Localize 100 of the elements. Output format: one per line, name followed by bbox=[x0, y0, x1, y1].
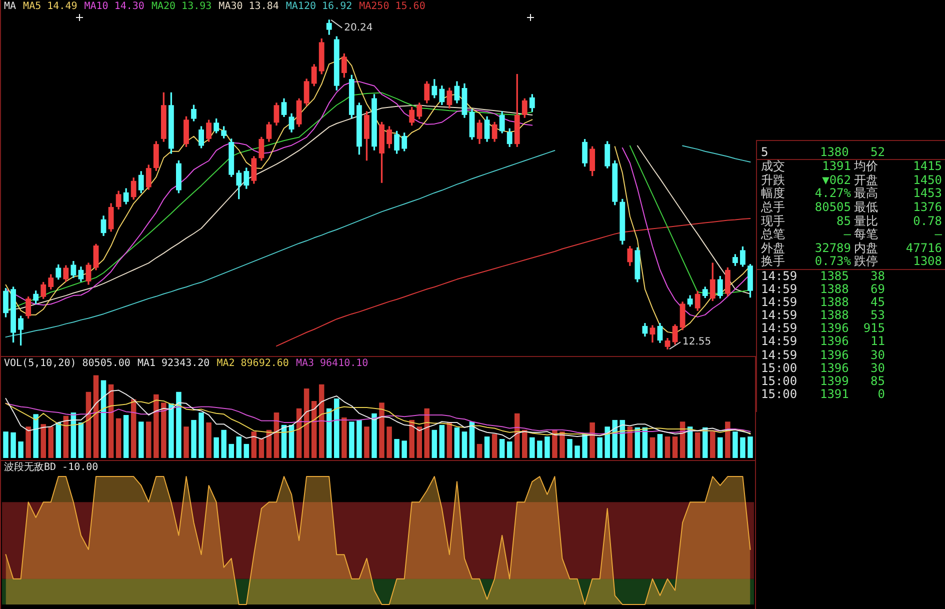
bar bbox=[349, 422, 354, 458]
text: MA30 13.84 bbox=[218, 1, 279, 13]
bar bbox=[251, 432, 257, 458]
chart-title: VOL(5,10,20) 80505.00 bbox=[4, 358, 130, 370]
bar bbox=[446, 422, 452, 458]
bar bbox=[86, 392, 92, 458]
bar bbox=[552, 430, 558, 458]
bar bbox=[146, 422, 152, 458]
bar bbox=[334, 398, 340, 458]
bar bbox=[78, 422, 84, 458]
bar bbox=[386, 426, 392, 458]
bar bbox=[604, 426, 610, 458]
text: 15:00 1399 85 bbox=[761, 374, 885, 388]
bar bbox=[424, 408, 430, 458]
bar bbox=[18, 441, 24, 458]
bar bbox=[214, 437, 219, 458]
bar bbox=[130, 399, 136, 458]
text: 成交 1391 均价 1415 bbox=[761, 159, 942, 174]
bar bbox=[694, 432, 700, 458]
bar bbox=[198, 412, 204, 458]
text: MA3 96410.10 bbox=[296, 358, 368, 370]
text: MA10 14.30 bbox=[84, 1, 144, 13]
bar bbox=[506, 441, 512, 458]
bar bbox=[567, 438, 572, 458]
bar bbox=[582, 434, 588, 458]
text: 换手 0.73% 跌停 1308 bbox=[761, 254, 942, 268]
bar bbox=[311, 400, 317, 458]
bar bbox=[123, 415, 129, 458]
bar bbox=[484, 436, 490, 458]
text: MA2 89692.60 bbox=[216, 358, 289, 370]
text: 14:59 1388 53 bbox=[761, 308, 885, 322]
bar bbox=[372, 413, 377, 458]
bar bbox=[402, 440, 407, 458]
text: 14:59 1388 45 bbox=[761, 295, 885, 310]
text: 总手 80505 最低 1376 bbox=[761, 200, 942, 214]
bar bbox=[612, 420, 618, 458]
bar bbox=[710, 432, 716, 458]
bar bbox=[138, 422, 144, 458]
bar bbox=[108, 384, 114, 458]
text: 15:00 1396 30 bbox=[761, 360, 885, 375]
bar bbox=[514, 413, 520, 458]
bar bbox=[409, 420, 414, 458]
bar bbox=[154, 394, 159, 458]
bar bbox=[454, 427, 460, 458]
text: MA1 92343.20 bbox=[137, 358, 210, 370]
annotation: 12.55 bbox=[682, 336, 712, 348]
bar bbox=[326, 408, 332, 458]
bar bbox=[364, 426, 370, 458]
text: MA5 14.49 bbox=[23, 1, 78, 13]
bar bbox=[304, 388, 310, 458]
bar bbox=[26, 426, 31, 458]
bar bbox=[469, 422, 475, 458]
bar bbox=[439, 424, 445, 458]
bar bbox=[530, 437, 535, 458]
bar bbox=[100, 380, 106, 458]
bar bbox=[740, 437, 746, 458]
bar bbox=[379, 402, 384, 458]
text: 现手 85 量比 0.78 bbox=[761, 214, 942, 228]
bar bbox=[258, 438, 264, 458]
bar bbox=[176, 392, 182, 458]
bar bbox=[33, 414, 38, 458]
bar bbox=[544, 436, 550, 458]
bar bbox=[432, 430, 438, 458]
text: 14:59 1388 69 bbox=[761, 282, 885, 296]
text: 15:00 1391 0 bbox=[761, 386, 885, 401]
bar bbox=[161, 402, 166, 458]
bar bbox=[476, 444, 482, 458]
bar bbox=[288, 424, 294, 458]
text: 14:59 1396 11 bbox=[761, 334, 885, 348]
bar bbox=[718, 437, 723, 458]
text: 14:59 1385 38 bbox=[761, 268, 885, 283]
bar bbox=[184, 426, 189, 458]
bar bbox=[499, 438, 505, 458]
bar bbox=[394, 438, 400, 458]
bar bbox=[48, 426, 54, 458]
bar bbox=[342, 417, 347, 458]
bar bbox=[56, 422, 62, 458]
bar bbox=[416, 426, 422, 458]
bar bbox=[3, 432, 8, 458]
bar bbox=[725, 422, 730, 458]
bar bbox=[168, 403, 174, 458]
bar bbox=[672, 436, 678, 458]
bar bbox=[244, 444, 250, 458]
bar bbox=[10, 432, 16, 458]
bar bbox=[318, 384, 324, 458]
text: 14:59 1396 915 bbox=[761, 321, 885, 336]
text: MA20 13.93 bbox=[151, 1, 212, 13]
bar bbox=[228, 444, 234, 458]
bar bbox=[522, 430, 528, 458]
bar bbox=[492, 434, 498, 458]
annotation: 20.24 bbox=[344, 22, 373, 34]
bar bbox=[206, 422, 212, 458]
bar bbox=[40, 424, 46, 458]
bar bbox=[191, 420, 196, 458]
bar bbox=[702, 427, 708, 458]
text: MA120 16.92 bbox=[286, 1, 352, 13]
text: 升跌 ▼062 开盘 1450 bbox=[761, 172, 942, 187]
chart-title: 波段无敌BD -10.00 bbox=[4, 462, 98, 474]
bar bbox=[748, 436, 753, 458]
text: 5 1380 52 bbox=[761, 145, 885, 159]
